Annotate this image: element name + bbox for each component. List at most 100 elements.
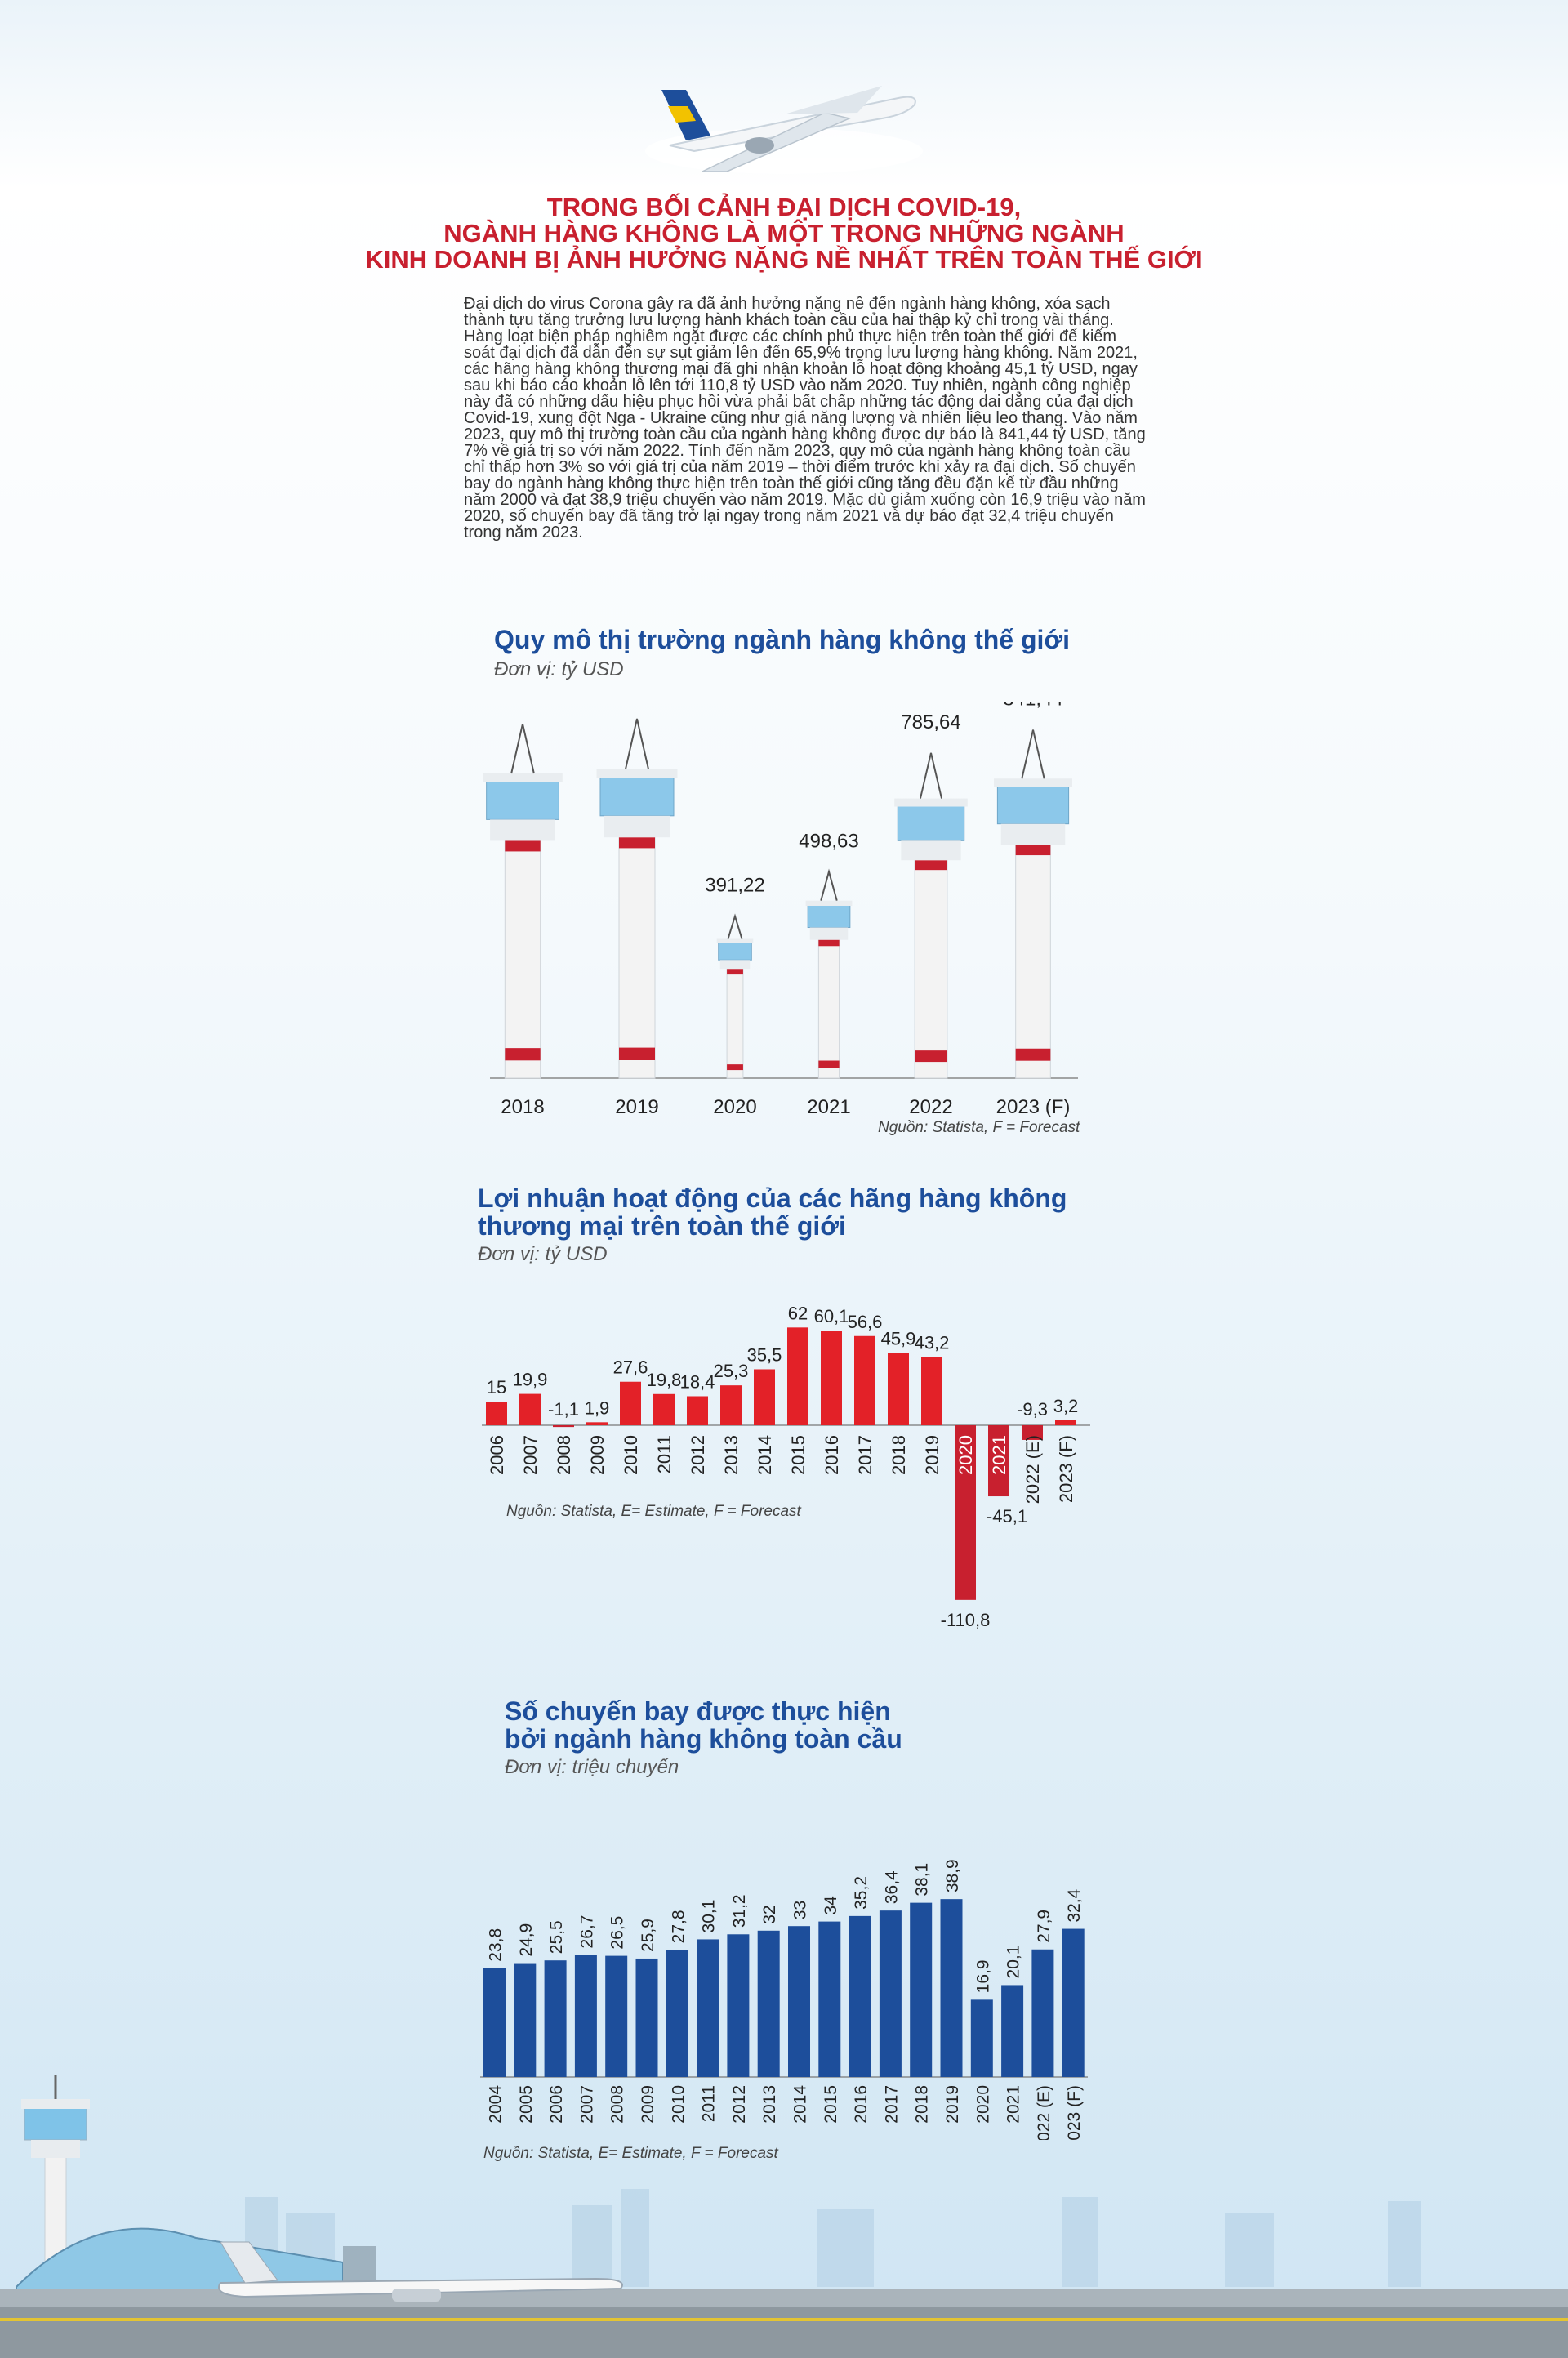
bar — [544, 1960, 567, 2077]
x-tick-label: 2014 — [791, 2085, 810, 2124]
bar — [605, 1955, 628, 2077]
x-tick-label: 2023 (F) — [1065, 2085, 1084, 2140]
bar — [586, 1422, 608, 1425]
bar — [879, 1910, 902, 2077]
x-tick-label: 2022 (E) — [1035, 2085, 1054, 2140]
data-label: -9,3 — [1017, 1399, 1048, 1420]
bar — [553, 1425, 574, 1428]
bar — [1022, 1425, 1043, 1440]
data-label: 25,3 — [714, 1361, 749, 1381]
x-tick-label: 2018 — [913, 2085, 932, 2124]
x-tick-label: 2017 — [855, 1435, 875, 1475]
chart2-source: Nguồn: Statista, E= Estimate, F = Foreca… — [506, 1503, 801, 1520]
data-label: 60,1 — [814, 1306, 849, 1326]
data-label: 62 — [788, 1303, 808, 1323]
data-label: -110,8 — [941, 1610, 991, 1630]
data-label: 25,9 — [639, 1919, 657, 1952]
tower-bar — [596, 718, 678, 1079]
data-label: 32,4 — [1065, 1888, 1084, 1922]
data-label: 18,4 — [680, 1371, 715, 1392]
intro-line: Đại dịch do virus Corona gây ra đã ảnh h… — [464, 295, 1111, 313]
data-label: 38,1 — [913, 1863, 932, 1897]
data-label: 19,8 — [647, 1370, 682, 1390]
bar — [940, 1899, 963, 2077]
x-tick-label: 2020 — [973, 2085, 992, 2124]
airplane-on-runway-icon — [218, 2241, 623, 2302]
chart2-title-line-1: Lợi nhuận hoạt động của các hãng hàng kh… — [478, 1183, 1067, 1213]
chart1-unit: Đơn vị: tỷ USD — [494, 658, 624, 680]
bar — [483, 1968, 506, 2077]
bar — [788, 1926, 810, 2077]
x-tick-label: 2010 — [669, 2085, 688, 2124]
data-label: 27,9 — [1035, 1910, 1054, 1943]
x-tick-label: 2016 — [852, 2085, 871, 2124]
data-label: 31,2 — [730, 1894, 749, 1928]
intro-line: 2020, số chuyến bay đã tăng trở lại ngay… — [464, 507, 1114, 525]
intro-line: chỉ thấp hơn 3% so với giá trị của năm 2… — [464, 458, 1136, 476]
x-tick-label: 2017 — [882, 2085, 901, 2124]
intro-line: 2023, quy mô thị trường toàn cầu của ngà… — [464, 426, 1146, 444]
bar — [910, 1902, 933, 2077]
flights-chart: 23,8 2004 24,9 2005 25,5 2006 26,7 2007 26,5 2008… — [480, 1859, 1088, 2140]
x-tick-label: 2023 (F) — [1056, 1435, 1076, 1503]
intro-line: năm 2000 và đạt 38,9 triệu chuyến vào nă… — [464, 491, 1146, 509]
bar — [519, 1393, 541, 1425]
x-tick-label: 2018 — [889, 1435, 909, 1475]
data-label: 33 — [791, 1901, 810, 1919]
intro-paragraph: Đại dịch do virus Corona gây ra đã ảnh h… — [464, 295, 1146, 542]
x-tick-label: 2009 — [587, 1435, 608, 1475]
intro-line: trong năm 2023. — [464, 524, 583, 542]
data-label: 25,5 — [547, 1920, 566, 1954]
bar — [921, 1357, 942, 1425]
intro-line: này đã có những dấu hiệu phục hồi vừa ph… — [464, 393, 1134, 411]
bar — [1031, 1949, 1054, 2077]
x-tick-label: 2020 — [956, 1435, 976, 1475]
headline: TRONG BỐI CẢNH ĐẠI DỊCH COVID-19, NGÀNH … — [0, 194, 1568, 273]
headline-line-3: KINH DOANH BỊ ẢNH HƯỞNG NẶNG NỀ NHẤT TRÊ… — [365, 245, 1203, 274]
data-label: 1,9 — [585, 1397, 610, 1418]
x-tick-label: 2021 — [1004, 2085, 1023, 2124]
data-label: 36,4 — [882, 1870, 901, 1904]
x-tick-label: 2006 — [547, 2085, 566, 2124]
intro-line: bay do ngành hàng không thực hiện trên t… — [464, 475, 1119, 493]
data-label: 16,9 — [973, 1959, 992, 1993]
chart3-title: Số chuyến bay được thực hiện bởi ngành h… — [505, 1697, 902, 1753]
intro-line: Covid-19, xung đột Nga - Ukraine cũng nh… — [464, 409, 1138, 427]
bar — [818, 1921, 841, 2077]
x-tick-label: 2020 — [713, 1096, 756, 1118]
bar — [574, 1955, 597, 2077]
intro-line: thành tựu tăng trưởng lưu lượng hành khá… — [464, 311, 1114, 329]
data-label: 30,1 — [700, 1900, 719, 1933]
bar — [1062, 1928, 1085, 2077]
bar — [955, 1425, 976, 1600]
bar — [988, 1425, 1009, 1497]
bar — [1055, 1420, 1076, 1425]
market-size-chart: 855,742018868,182019391,222020498,632021… — [483, 702, 1078, 1118]
x-tick-label: 2015 — [788, 1435, 808, 1475]
chart2-title: Lợi nhuận hoạt động của các hãng hàng kh… — [478, 1184, 1067, 1240]
intro-line: các hãng hàng không thương mại đã ghi nh… — [464, 360, 1138, 378]
x-tick-label: 2022 — [909, 1096, 952, 1118]
bar — [1001, 1985, 1024, 2077]
x-tick-label: 2012 — [730, 2085, 749, 2124]
bar — [666, 1950, 688, 2077]
tower-bar — [805, 868, 853, 1079]
x-tick-label: 2008 — [608, 2085, 627, 2124]
x-tick-label: 2019 — [943, 2085, 962, 2124]
data-label: 27,6 — [613, 1357, 648, 1378]
bar — [635, 1958, 658, 2077]
chart3-title-line-1: Số chuyến bay được thực hiện — [505, 1696, 891, 1726]
x-tick-label: 2014 — [755, 1435, 775, 1475]
headline-line-2: NGÀNH HÀNG KHÔNG LÀ MỘT TRONG NHỮNG NGÀN… — [443, 219, 1125, 247]
data-label: 19,9 — [513, 1370, 548, 1390]
x-tick-label: 2019 — [922, 1435, 942, 1475]
data-label: 20,1 — [1004, 1946, 1023, 1979]
data-label: -45,1 — [987, 1506, 1027, 1527]
data-label: 24,9 — [517, 1923, 536, 1957]
bar — [854, 1335, 875, 1425]
x-tick-label: 2019 — [615, 1096, 658, 1118]
data-label: 32 — [760, 1905, 779, 1923]
bar — [754, 1369, 775, 1425]
bar — [821, 1331, 842, 1425]
bar — [653, 1393, 675, 1425]
